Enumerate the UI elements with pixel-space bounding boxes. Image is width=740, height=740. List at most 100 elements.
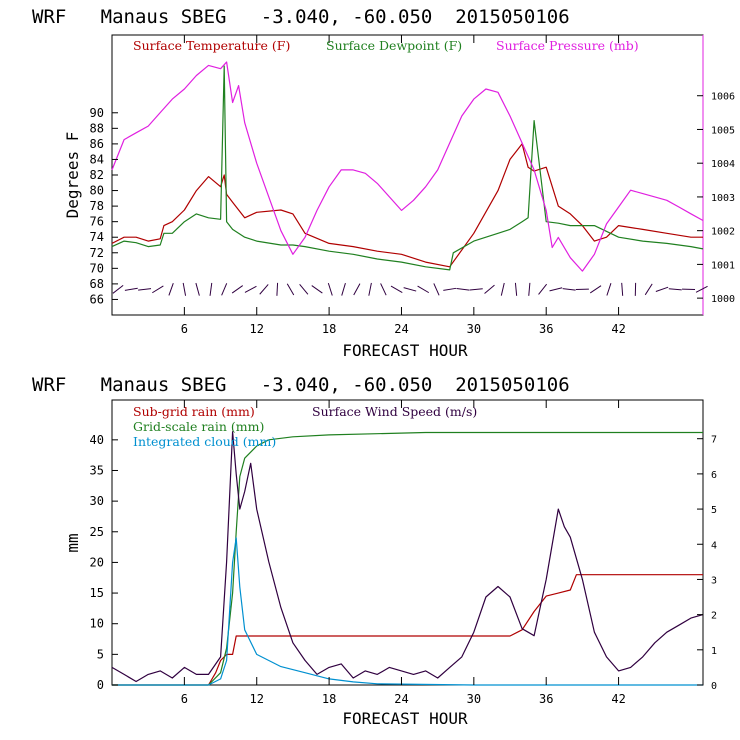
- top-xtick-label: 36: [539, 322, 553, 336]
- wind-barb: [276, 282, 279, 296]
- wind-barb: [124, 287, 138, 291]
- wind-barb: [562, 288, 576, 291]
- bottom-ytick-label: 25: [90, 525, 104, 539]
- top-y2tick-label: 1004: [711, 159, 735, 170]
- legend-integrated-cloud: Integrated cloud (mm): [133, 434, 276, 449]
- wind-barb: [299, 284, 309, 295]
- top-ytick-label: 78: [90, 199, 104, 213]
- bottom-y2tick-label: 0: [711, 681, 717, 692]
- wind-barb: [138, 288, 152, 291]
- series-line-sub-grid-rain-mm: [112, 574, 703, 686]
- wind-barb: [621, 282, 624, 296]
- wind-barb: [231, 285, 244, 294]
- bottom-ytick-label: 40: [90, 433, 104, 447]
- wind-barb: [286, 283, 295, 296]
- wind-barb: [433, 283, 440, 296]
- wind-barb: [403, 287, 417, 292]
- series-line-grid-scale-rain-mm: [112, 431, 703, 686]
- top-ytick-label: 74: [90, 230, 104, 244]
- top-ytick-label: 66: [90, 292, 104, 306]
- wind-barb: [538, 283, 548, 295]
- wind-barb: [368, 282, 372, 296]
- wind-barb: [695, 285, 708, 293]
- top-xtick-label: 42: [611, 322, 625, 336]
- bottom-xlabel: FORECAST HOUR: [342, 709, 468, 728]
- wind-barb: [484, 284, 495, 294]
- legend-grid-scale-rain: Grid-scale rain (mm): [133, 419, 264, 434]
- wind-barb: [456, 288, 470, 291]
- wind-barb: [112, 284, 124, 294]
- top-ytick-label: 76: [90, 215, 104, 229]
- wind-barb: [589, 285, 602, 294]
- top-ytick-label: 82: [90, 168, 104, 182]
- bottom-xtick-label: 24: [394, 692, 408, 706]
- series-line-surface-temperature-f: [111, 143, 703, 268]
- top-ytick-label: 80: [90, 184, 104, 198]
- legend-surface-pressure: Surface Pressure (mb): [496, 38, 639, 53]
- top-y2tick-label: 1002: [711, 227, 735, 238]
- wind-barb: [500, 282, 505, 296]
- top-ytick-label: 84: [90, 152, 104, 166]
- bottom-ytick-label: 15: [90, 586, 104, 600]
- wind-barb: [152, 285, 164, 294]
- bottom-xtick-label: 18: [322, 692, 336, 706]
- wind-barb: [417, 285, 430, 294]
- top-xtick-label: 18: [322, 322, 336, 336]
- top-xlabel: FORECAST HOUR: [342, 341, 468, 360]
- top-series-layer: [111, 61, 704, 272]
- bottom-ytick-label: 30: [90, 494, 104, 508]
- top-ytick-label: 88: [90, 121, 104, 135]
- series-line-surface-wind-speed-m-s: [111, 431, 704, 683]
- top-plot-area: [111, 34, 704, 316]
- bottom-ylabel: mm: [63, 533, 82, 552]
- bottom-xtick-label: 30: [467, 692, 481, 706]
- wind-barb: [606, 283, 612, 296]
- wind-barb: [341, 282, 346, 296]
- top-ytick-label: 86: [90, 137, 104, 151]
- bottom-y2tick-label: 7: [711, 435, 717, 446]
- top-y2tick-label: 1005: [711, 125, 735, 136]
- legend-surface-dewpoint: Surface Dewpoint (F): [326, 38, 462, 53]
- legend-surface-wind-speed: Surface Wind Speed (m/s): [312, 404, 477, 419]
- wind-barb: [549, 287, 563, 292]
- top-xtick-label: 6: [181, 322, 188, 336]
- wind-barb: [244, 285, 257, 293]
- wind-barb: [353, 283, 361, 296]
- bottom-y2tick-label: 6: [711, 470, 717, 481]
- bottom-y2tick-label: 4: [711, 540, 717, 551]
- top-y2tick-label: 1003: [711, 193, 735, 204]
- top-ytick-label: 72: [90, 246, 104, 260]
- bottom-xtick-label: 12: [250, 692, 264, 706]
- wind-barb: [311, 285, 323, 294]
- top-xtick-label: 30: [467, 322, 481, 336]
- top-y2tick-label: 1001: [711, 260, 735, 271]
- wind-barb: [259, 284, 269, 295]
- top-y2tick-label: 1000: [711, 294, 735, 305]
- series-line-surface-dewpoint-f: [111, 65, 704, 271]
- bottom-chart-title: WRF Manaus SBEG -3.040, -60.050 20150501…: [32, 374, 570, 396]
- wind-barb: [668, 288, 682, 291]
- bottom-xtick-label: 6: [181, 692, 188, 706]
- top-y2tick-label: 1006: [711, 92, 735, 103]
- top-xtick-label: 24: [394, 322, 408, 336]
- bottom-xtick-label: 42: [611, 692, 625, 706]
- bottom-ytick-label: 0: [97, 678, 104, 692]
- legend-surface-temperature: Surface Temperature (F): [133, 38, 290, 53]
- wind-barb: [327, 282, 333, 296]
- wind-barb: [380, 283, 387, 296]
- top-ytick-label: 90: [90, 106, 104, 120]
- wind-barb: [221, 283, 228, 296]
- bottom-y2tick-label: 3: [711, 575, 717, 586]
- wind-barb: [209, 282, 213, 296]
- wind-barb: [644, 283, 653, 296]
- bottom-ytick-label: 20: [90, 555, 104, 569]
- wind-barbs: [112, 282, 708, 296]
- top-ylabel: Degrees F: [63, 132, 82, 219]
- series-line-integrated-cloud-mm: [112, 537, 703, 686]
- bottom-series-layer: [111, 431, 704, 686]
- wind-barb: [168, 283, 174, 296]
- wind-barb: [195, 282, 200, 296]
